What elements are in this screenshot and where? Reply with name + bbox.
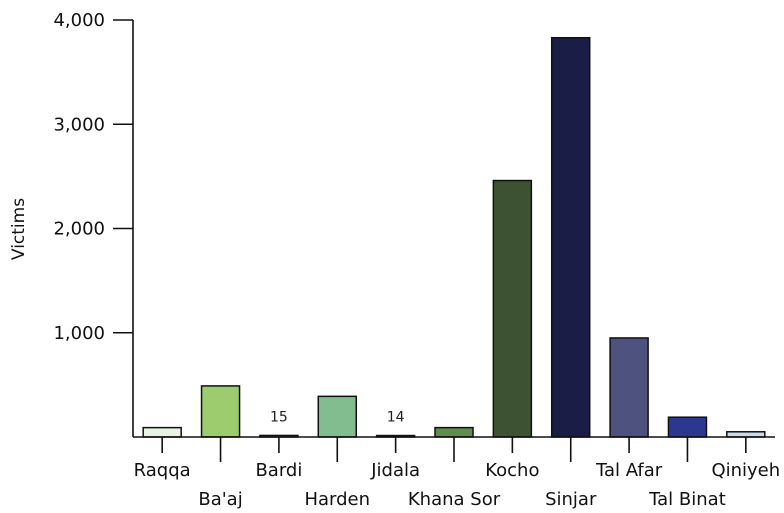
y-tick-label: 2,000 <box>53 219 105 240</box>
y-tick-label: 1,000 <box>53 323 105 344</box>
y-axis-label: Victims <box>9 198 29 260</box>
bar <box>200 385 241 438</box>
x-tick-label: Ba'aj <box>198 489 242 510</box>
x-tick-label: Kocho <box>485 460 539 481</box>
x-tick-label: Raqqa <box>134 460 191 481</box>
x-tick-label: Khana Sor <box>408 489 501 510</box>
bar <box>317 395 358 438</box>
x-tick-label: Jidala <box>370 460 420 481</box>
x-tick-label: Sinjar <box>545 489 597 510</box>
x-tick-label: Qiniyeh <box>711 460 780 481</box>
x-tick-label: Harden <box>304 489 370 510</box>
bars: 15 14 <box>142 36 766 438</box>
x-tick-label: Tal Afar <box>595 460 663 481</box>
bar <box>550 36 591 438</box>
bar <box>492 179 533 438</box>
bar <box>667 416 708 438</box>
y-tick-label: 3,000 <box>53 114 105 135</box>
data-label: 14 <box>387 410 405 426</box>
bar <box>434 426 474 438</box>
bar <box>609 337 649 438</box>
data-label: 15 <box>270 409 288 425</box>
x-tick-label: Tal Binat <box>648 489 726 510</box>
x-tick-label: Bardi <box>255 460 302 481</box>
y-tick-label: 4,000 <box>53 10 105 31</box>
y-axis-ticks: 1,000 2,000 3,000 4,000 <box>53 10 133 344</box>
bar <box>142 426 182 438</box>
